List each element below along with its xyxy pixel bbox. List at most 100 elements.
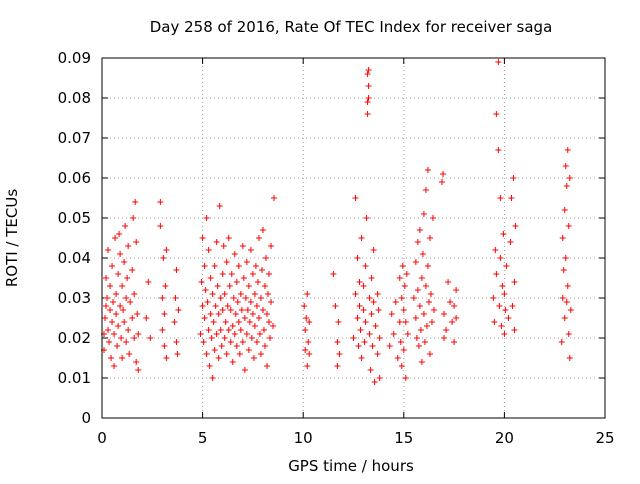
data-point bbox=[362, 263, 369, 269]
data-point bbox=[199, 303, 206, 309]
x-tick-label: 25 bbox=[595, 429, 614, 447]
data-point bbox=[111, 331, 118, 337]
data-point bbox=[496, 303, 503, 309]
data-point bbox=[211, 347, 218, 353]
data-point bbox=[495, 59, 502, 65]
data-point bbox=[229, 323, 236, 329]
data-point bbox=[257, 351, 264, 357]
data-point bbox=[215, 311, 222, 317]
data-point bbox=[233, 343, 240, 349]
data-point bbox=[110, 299, 117, 305]
data-point bbox=[364, 71, 371, 77]
data-point bbox=[566, 175, 573, 181]
data-point bbox=[243, 331, 250, 337]
data-point bbox=[412, 315, 419, 321]
data-point bbox=[199, 235, 206, 241]
data-point bbox=[133, 239, 140, 245]
data-point bbox=[224, 303, 231, 309]
data-point bbox=[200, 339, 207, 345]
data-point bbox=[127, 299, 134, 305]
data-point bbox=[400, 347, 407, 353]
data-point bbox=[375, 307, 382, 313]
data-point bbox=[429, 215, 436, 221]
data-point bbox=[354, 315, 361, 321]
data-point bbox=[372, 323, 379, 329]
data-point bbox=[443, 327, 450, 333]
data-point bbox=[374, 291, 381, 297]
data-point bbox=[208, 335, 215, 341]
data-point bbox=[564, 147, 571, 153]
data-point bbox=[175, 307, 182, 313]
data-points bbox=[101, 59, 574, 385]
data-point bbox=[390, 331, 397, 337]
data-point bbox=[107, 283, 114, 289]
data-point bbox=[228, 271, 235, 277]
data-point bbox=[352, 291, 359, 297]
data-point bbox=[174, 351, 181, 357]
data-point bbox=[559, 295, 566, 301]
data-point bbox=[268, 299, 275, 305]
data-point bbox=[563, 183, 570, 189]
data-point bbox=[173, 339, 180, 345]
data-point bbox=[113, 311, 120, 317]
data-point bbox=[130, 215, 137, 221]
data-point bbox=[233, 279, 240, 285]
data-point bbox=[209, 291, 216, 297]
data-point bbox=[364, 99, 371, 105]
data-point bbox=[244, 307, 251, 313]
data-point bbox=[335, 319, 342, 325]
data-point bbox=[354, 255, 361, 261]
data-point bbox=[493, 271, 500, 277]
data-point bbox=[163, 247, 170, 253]
data-point bbox=[112, 235, 119, 241]
data-point bbox=[173, 267, 180, 273]
data-point bbox=[364, 111, 371, 117]
data-point bbox=[217, 295, 224, 301]
data-point bbox=[161, 343, 168, 349]
data-point bbox=[134, 311, 141, 317]
data-point bbox=[414, 239, 421, 245]
y-tick-label: 0 bbox=[81, 409, 91, 427]
data-point bbox=[123, 295, 130, 301]
data-point bbox=[207, 275, 214, 281]
data-point bbox=[374, 351, 381, 357]
x-tick-label: 10 bbox=[294, 429, 313, 447]
data-point bbox=[163, 355, 170, 361]
data-point bbox=[160, 255, 167, 261]
x-tick-label: 15 bbox=[394, 429, 413, 447]
data-point bbox=[439, 179, 446, 185]
data-point bbox=[207, 311, 214, 317]
data-point bbox=[247, 299, 254, 305]
data-point bbox=[255, 315, 262, 321]
chart-title: Day 258 of 2016, Rate Of TEC Index for r… bbox=[150, 18, 553, 36]
data-point bbox=[242, 295, 249, 301]
data-point bbox=[103, 303, 110, 309]
data-point bbox=[102, 315, 109, 321]
data-point bbox=[360, 283, 367, 289]
data-point bbox=[239, 243, 246, 249]
data-point bbox=[270, 323, 277, 329]
data-point bbox=[214, 283, 221, 289]
data-point bbox=[336, 351, 343, 357]
y-tick-label: 0.07 bbox=[58, 129, 91, 147]
data-point bbox=[143, 315, 150, 321]
data-point bbox=[210, 319, 217, 325]
data-point bbox=[306, 351, 313, 357]
data-point bbox=[426, 235, 433, 241]
data-point bbox=[245, 347, 252, 353]
data-point bbox=[119, 283, 126, 289]
data-point bbox=[265, 271, 272, 277]
data-point bbox=[402, 319, 409, 325]
data-point bbox=[205, 247, 212, 253]
data-point bbox=[236, 351, 243, 357]
data-point bbox=[250, 355, 257, 361]
data-point bbox=[271, 195, 278, 201]
data-point bbox=[492, 247, 499, 253]
data-point bbox=[221, 291, 228, 297]
x-tick-label: 20 bbox=[495, 429, 514, 447]
data-point bbox=[566, 355, 573, 361]
data-point bbox=[129, 267, 136, 273]
data-point bbox=[259, 307, 266, 313]
data-point bbox=[303, 315, 310, 321]
